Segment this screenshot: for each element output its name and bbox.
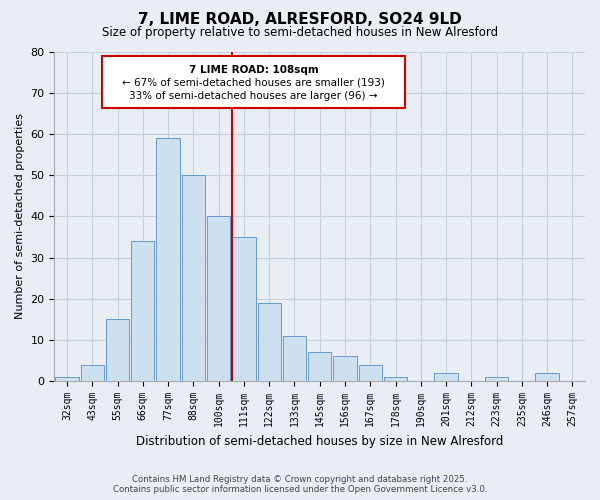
Bar [283,336,306,381]
Text: 7 LIME ROAD: 108sqm: 7 LIME ROAD: 108sqm [188,64,318,74]
Text: Contains HM Land Registry data © Crown copyright and database right 2025.
Contai: Contains HM Land Registry data © Crown c… [113,474,487,494]
Y-axis label: Number of semi-detached properties: Number of semi-detached properties [15,114,25,320]
Bar [535,373,559,381]
Bar [106,320,129,381]
Text: ← 67% of semi-detached houses are smaller (193): ← 67% of semi-detached houses are smalle… [122,78,385,88]
FancyBboxPatch shape [102,56,404,108]
Bar [308,352,331,381]
Bar [232,237,256,381]
Text: 33% of semi-detached houses are larger (96) →: 33% of semi-detached houses are larger (… [129,91,377,101]
Bar [80,364,104,381]
Bar [384,377,407,381]
X-axis label: Distribution of semi-detached houses by size in New Alresford: Distribution of semi-detached houses by … [136,434,503,448]
Bar [434,373,458,381]
Bar [257,303,281,381]
Bar [157,138,180,381]
Text: 7, LIME ROAD, ALRESFORD, SO24 9LD: 7, LIME ROAD, ALRESFORD, SO24 9LD [138,12,462,28]
Bar [359,364,382,381]
Bar [131,241,154,381]
Text: Size of property relative to semi-detached houses in New Alresford: Size of property relative to semi-detach… [102,26,498,39]
Bar [334,356,356,381]
Bar [485,377,508,381]
Bar [207,216,230,381]
Bar [55,377,79,381]
Bar [182,175,205,381]
